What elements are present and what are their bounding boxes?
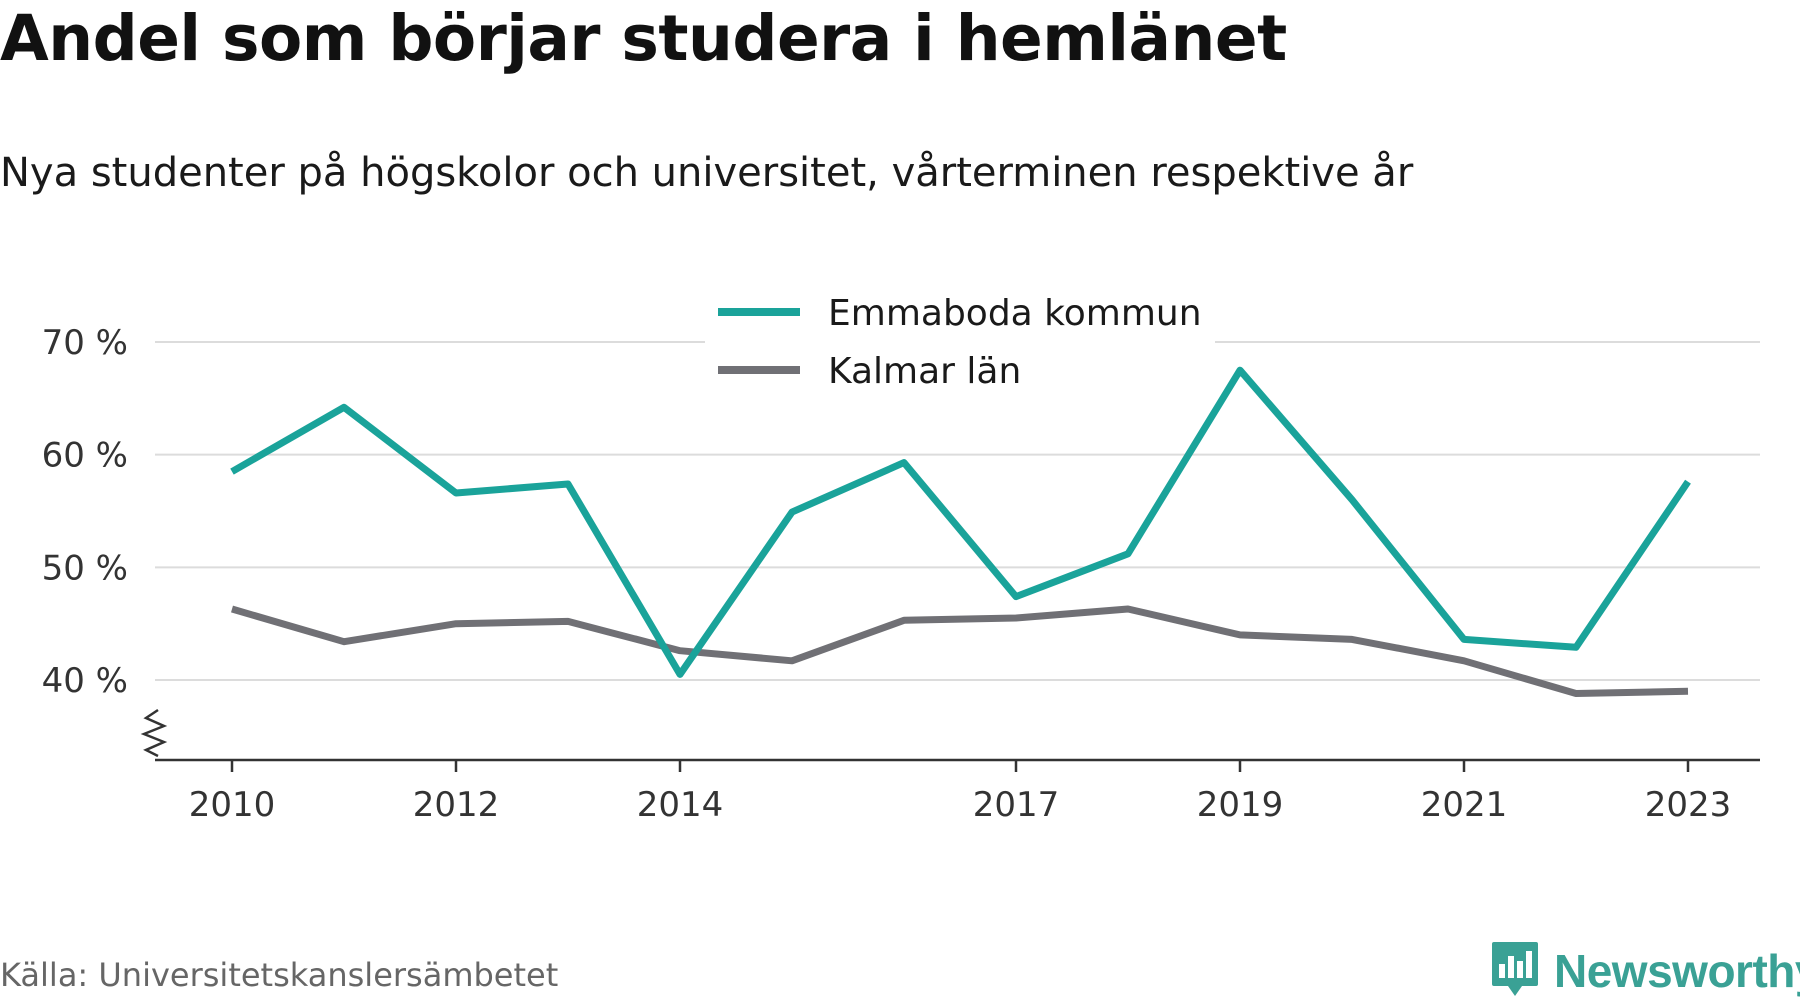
legend-label-1: Kalmar län — [828, 351, 1021, 392]
source-note: Källa: Universitetskanslersämbetet — [0, 956, 559, 994]
series-line-1 — [231, 605, 1689, 697]
x-tick-label: 2019 — [1197, 785, 1284, 825]
series-lines — [230, 366, 1691, 697]
x-axis-ticks: 2010 2012 2014 2017 2019 2021 2023 — [189, 760, 1732, 825]
y-tick-label: 70 % — [42, 323, 128, 363]
brand-name: Newsworthy — [1554, 945, 1800, 997]
x-tick-label: 2010 — [189, 785, 276, 825]
x-axis — [140, 708, 1760, 762]
y-tick-label: 40 % — [42, 661, 128, 701]
x-tick-label: 2023 — [1645, 785, 1732, 825]
x-tick-label: 2021 — [1421, 785, 1508, 825]
newsworthy-logo-icon — [1490, 940, 1540, 1002]
x-tick-label: 2012 — [413, 785, 500, 825]
y-tick-label: 60 % — [42, 436, 128, 476]
legend-background — [705, 286, 1215, 398]
legend: Emmaboda kommun Kalmar län — [705, 286, 1215, 398]
brand-logo: Newsworthy — [1490, 936, 1800, 1006]
chart-title: Andel som börjar studera i hemlänet — [0, 2, 1287, 75]
axis-break-icon — [140, 708, 168, 758]
y-tick-label: 50 % — [42, 548, 128, 588]
x-tick-label: 2017 — [973, 785, 1060, 825]
legend-label-0: Emmaboda kommun — [828, 293, 1202, 334]
y-axis-ticks: 40 % 50 % 60 % 70 % — [42, 323, 128, 701]
series-line-0 — [230, 366, 1691, 678]
chart-subtitle: Nya studenter på högskolor och universit… — [0, 150, 1414, 196]
x-tick-label: 2014 — [637, 785, 724, 825]
